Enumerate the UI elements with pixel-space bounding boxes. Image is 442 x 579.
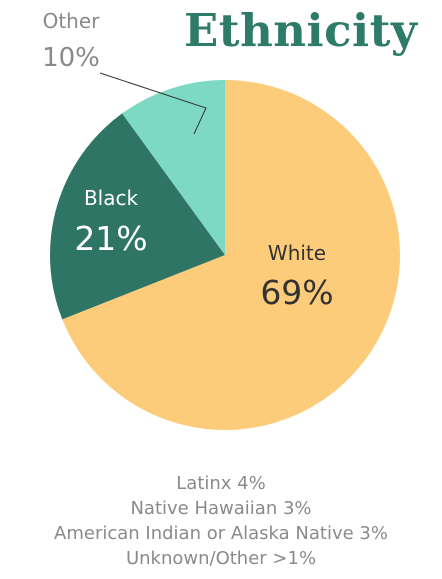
slice-other (122, 80, 225, 255)
label-white-value: 69% (260, 273, 333, 312)
other-leader-line (99, 72, 207, 135)
label-black-name: Black (84, 186, 139, 210)
chart-title: Ethnicity (184, 4, 418, 57)
note-american-indian: American Indian or Alaska Native 3% (54, 523, 388, 544)
label-black-value: 21% (74, 219, 147, 258)
note-latinx: Latinx 4% (176, 473, 266, 494)
note-native-hawaiian: Native Hawaiian 3% (130, 498, 312, 519)
label-white-name: White (268, 241, 326, 265)
pie-slices (50, 80, 400, 430)
slice-white (62, 80, 400, 430)
ethnicity-notes: Latinx 4% Native Hawaiian 3% American In… (0, 471, 442, 571)
label-other-name: Other (43, 9, 101, 33)
pie-labels: White 69% Black 21% Other 10% (42, 9, 334, 312)
note-unknown-other: Unknown/Other >1% (125, 548, 317, 569)
label-other-value: 10% (42, 43, 100, 73)
slice-black (50, 113, 226, 320)
